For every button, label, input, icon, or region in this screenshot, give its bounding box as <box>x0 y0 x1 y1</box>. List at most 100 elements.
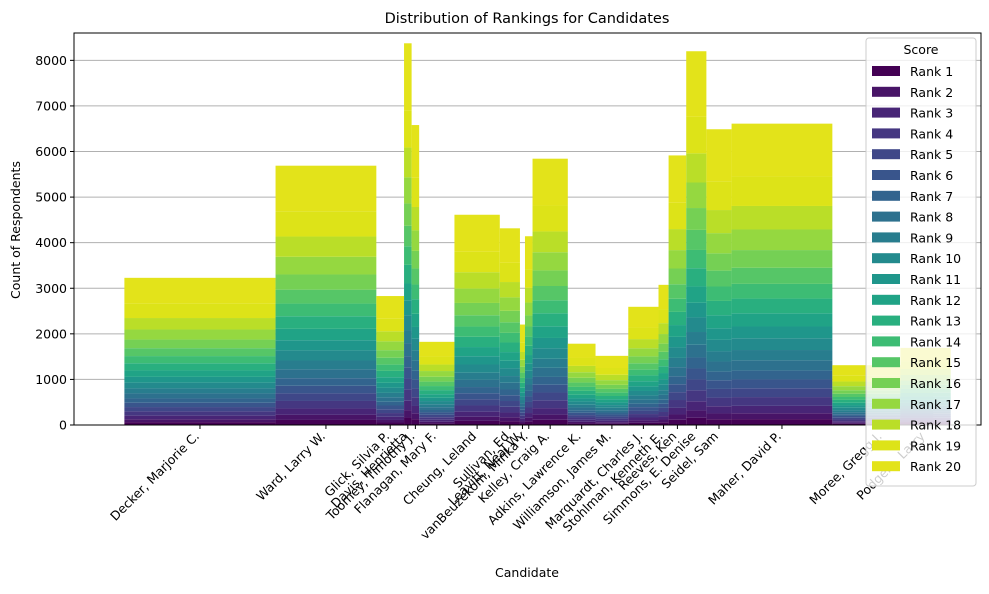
bar-segment <box>731 350 833 361</box>
bar-segment <box>524 287 533 303</box>
bar-segment <box>524 421 533 425</box>
bar-segment <box>411 326 420 339</box>
legend-swatch <box>872 253 900 264</box>
bar-segment <box>532 400 568 409</box>
bar-segment <box>668 384 687 393</box>
bar-segment <box>404 110 412 148</box>
bar-segment <box>686 317 707 333</box>
bar-segment <box>376 413 405 417</box>
bar-segment <box>411 338 420 351</box>
bar-segment <box>454 405 500 412</box>
legend-entry: Rank 6 <box>910 168 953 183</box>
bar-segment <box>454 288 500 303</box>
bar-segment <box>628 363 659 370</box>
bar-segment <box>124 382 276 389</box>
bar-segment <box>275 350 377 361</box>
bar-segment <box>731 176 833 206</box>
bar-segment <box>686 302 707 318</box>
bar-segment <box>658 419 669 423</box>
bar-segment <box>419 341 455 357</box>
y-tick-label: 1000 <box>35 372 67 387</box>
bar-segment <box>731 250 833 268</box>
bar-segment <box>419 423 455 425</box>
x-tick-label: Ward, Larry W. <box>253 429 328 504</box>
bar-segment <box>124 303 276 319</box>
bar-segment <box>454 393 500 400</box>
bar-segment <box>532 252 568 271</box>
bar-segment <box>524 390 533 397</box>
bar-segment <box>686 417 707 425</box>
bar-segment <box>376 350 405 358</box>
bar-segment <box>628 410 659 415</box>
bar-segment <box>686 379 707 391</box>
bar-segment <box>376 409 405 414</box>
bar-segment <box>124 398 276 403</box>
bar-segment <box>567 394 596 399</box>
bar-segment <box>419 407 455 410</box>
bar-segment <box>731 397 833 406</box>
bar-segment <box>628 375 659 382</box>
bar-segment <box>524 315 533 327</box>
y-tick-label: 0 <box>59 418 67 433</box>
bar-segment <box>454 326 500 337</box>
bar-segment <box>519 372 525 378</box>
bar-segment <box>731 379 833 389</box>
bar-segment <box>404 389 412 401</box>
legend-swatch <box>872 315 900 326</box>
bar-segment <box>731 413 833 420</box>
bar-segment <box>628 339 659 349</box>
bar-segment <box>519 412 525 416</box>
legend-swatch <box>872 419 900 430</box>
bar-segment <box>376 331 405 342</box>
bar-segment <box>524 355 533 364</box>
bar-segment <box>454 399 500 406</box>
bar-segment <box>275 256 377 275</box>
bar-segment <box>411 177 420 207</box>
bar-segment <box>124 393 276 399</box>
bar-segment <box>519 421 525 424</box>
bar-segment <box>731 298 833 314</box>
bar-segment <box>499 417 520 422</box>
bar-segment <box>731 338 833 351</box>
legend-entry: Rank 3 <box>910 106 953 121</box>
bar-segment <box>419 414 455 418</box>
bar-segment <box>524 413 533 418</box>
bar-segment <box>686 208 707 230</box>
bar-segment <box>404 356 412 368</box>
bar-segment <box>419 412 455 415</box>
bar-segment <box>419 404 455 408</box>
bar-segment <box>668 336 687 348</box>
bar-segment <box>731 326 833 339</box>
legend-swatch <box>872 107 900 118</box>
bar-segment <box>731 388 833 398</box>
legend-entry: Rank 14 <box>910 334 961 349</box>
legend-entry: Rank 13 <box>910 314 961 329</box>
bar-segment <box>532 358 568 368</box>
bar-segment <box>658 394 669 400</box>
bar-segment <box>404 410 412 418</box>
bar-segment <box>567 372 596 378</box>
bar-segment <box>419 386 455 391</box>
y-tick-label: 7000 <box>35 98 67 113</box>
bar-segment <box>376 364 405 371</box>
bar-segment <box>706 406 732 414</box>
bar-segment <box>628 417 659 421</box>
legend-entry: Rank 8 <box>910 210 953 225</box>
bar-segment <box>668 376 687 385</box>
bar-segment <box>519 423 525 425</box>
bar-segment <box>658 373 669 380</box>
bar-segment <box>595 380 629 385</box>
bar-segment <box>376 422 405 425</box>
bar-segment <box>595 374 629 381</box>
bar-segment <box>658 384 669 391</box>
bar-segment <box>454 272 500 289</box>
bar-segment <box>499 332 520 343</box>
bar-segment <box>519 400 525 404</box>
bar-segment <box>628 369 659 376</box>
bar-segment <box>658 334 669 344</box>
bar-segment <box>376 357 405 365</box>
bar-segment <box>658 351 669 360</box>
bar-segment <box>706 351 732 362</box>
bar-segment <box>628 356 659 364</box>
bar-segment <box>376 296 405 319</box>
